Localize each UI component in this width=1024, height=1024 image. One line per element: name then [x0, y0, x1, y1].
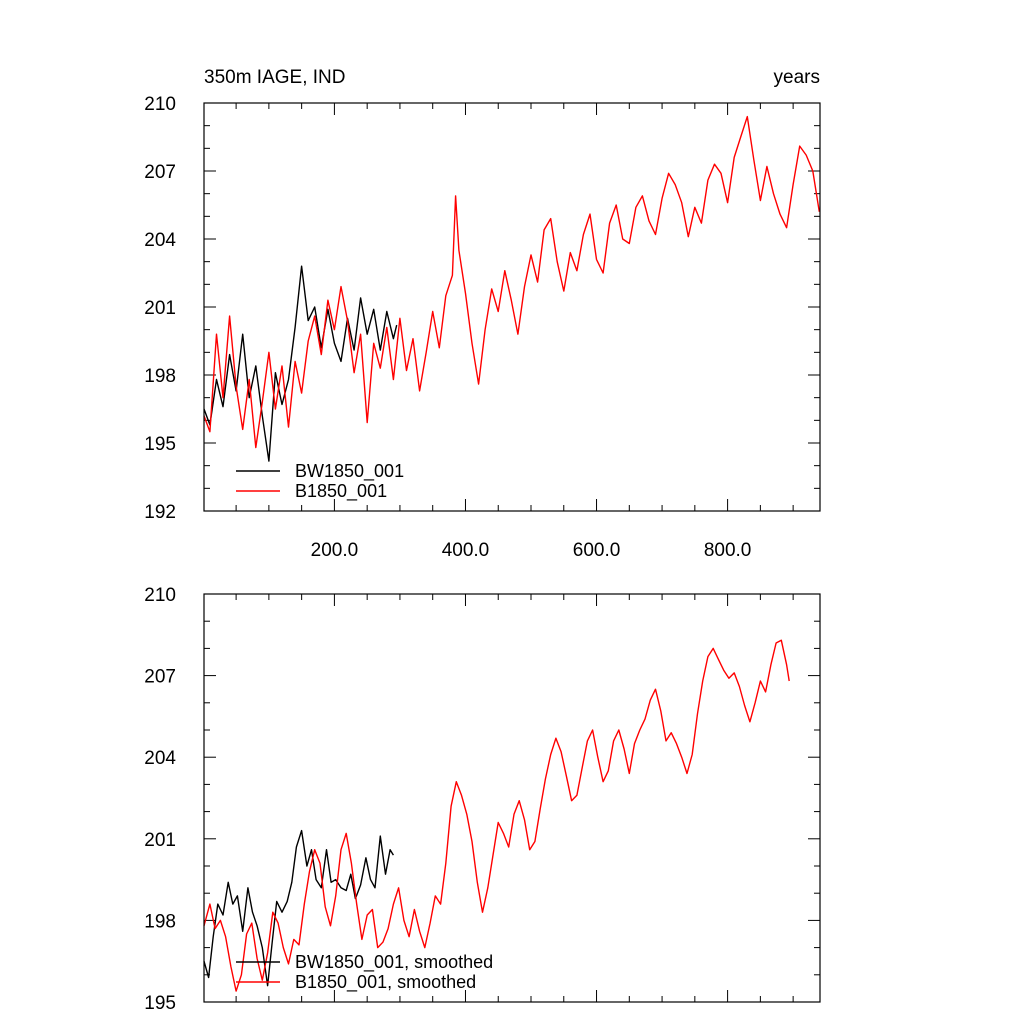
series-line-red: [203, 115, 820, 449]
bottom-chart-panel: 195 198 201 204 207 210 BW1850_001, smoothedB…: [144, 585, 821, 1014]
series-line-black: [203, 265, 398, 462]
y-tick-label: 198: [144, 366, 176, 387]
y-tick-label: 207: [144, 162, 176, 183]
legend-label: B1850_001: [295, 481, 387, 502]
series-line-black: [203, 829, 394, 987]
y-tick-label: 201: [144, 298, 176, 319]
top-plot-frame: [203, 102, 821, 512]
y-tick-label: 204: [144, 748, 176, 769]
top-chart-panel: 350m IAGE, IND years 192 195 198 201 204 207 2…: [144, 67, 821, 561]
y-tick-label: 210: [144, 585, 176, 606]
units-label: years: [774, 67, 820, 88]
x-tick-label: 800.0: [704, 540, 752, 561]
y-tick-label: 204: [144, 230, 176, 251]
y-tick-label: 201: [144, 830, 176, 851]
bottom-plot-frame: [203, 593, 821, 1003]
legend-label: BW1850_001, smoothed: [295, 952, 493, 973]
y-tick-label: 192: [144, 502, 176, 523]
x-tick-label: 200.0: [311, 540, 359, 561]
legend-label: BW1850_001: [295, 461, 404, 482]
y-tick-label: 210: [144, 94, 176, 115]
x-tick-label: 400.0: [442, 540, 490, 561]
x-tick-label: 600.0: [573, 540, 621, 561]
series-line-red: [203, 639, 790, 992]
y-tick-label: 198: [144, 911, 176, 932]
y-tick-label: 207: [144, 667, 176, 688]
chart-title: 350m IAGE, IND: [204, 67, 346, 88]
y-tick-label: 195: [144, 434, 176, 455]
legend-label: B1850_001, smoothed: [295, 972, 476, 993]
y-tick-label: 195: [144, 993, 176, 1014]
